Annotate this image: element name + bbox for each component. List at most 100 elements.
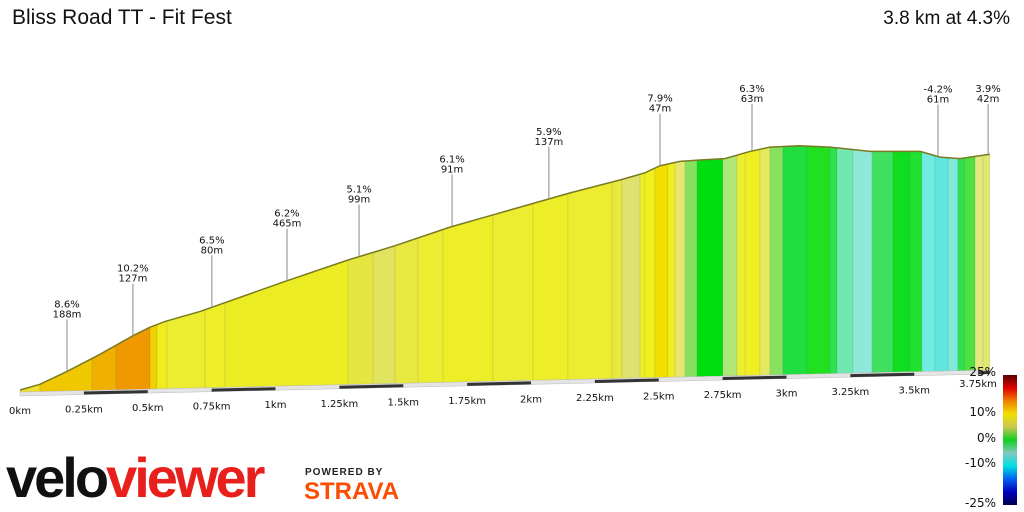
gradient-segment — [957, 157, 966, 372]
distance-scale-bar — [850, 372, 915, 378]
gradient-segment — [674, 160, 686, 378]
distance-scale-bar — [339, 384, 404, 389]
annotation-gradient: 3.9% — [975, 84, 1000, 95]
gradient-segment — [684, 159, 698, 378]
annotation-gradient: 6.2% — [274, 209, 299, 220]
gradient-segment — [921, 151, 936, 372]
annotation-gradient: 10.2% — [117, 264, 149, 275]
gradient-segment — [156, 320, 168, 390]
gradient-segment — [836, 147, 854, 374]
annotation-length: 137m — [534, 137, 563, 148]
gradient-segment — [736, 152, 746, 377]
gradient-segment — [567, 181, 613, 380]
x-tick-label: 1km — [265, 400, 287, 411]
gradient-segment — [532, 193, 569, 381]
veloviewer-logo: veloviewer — [6, 446, 265, 509]
gradient-segment — [347, 251, 374, 385]
gradient-segment — [744, 148, 761, 376]
gradient-segment — [166, 309, 206, 389]
annotation-gradient: 6.5% — [199, 235, 224, 246]
x-tick-label: 3.75km — [959, 379, 997, 390]
x-tick-label: 1.5km — [388, 397, 419, 408]
annotation-length: 99m — [348, 195, 370, 206]
gradient-segment — [372, 245, 396, 385]
gradient-segment — [974, 154, 984, 371]
profile-outline — [19, 144, 990, 391]
gradient-segment — [39, 357, 93, 392]
gradient-segment — [442, 214, 494, 383]
gradient-segment — [115, 326, 151, 391]
gradient-segment — [224, 259, 349, 388]
climb-summary: 3.8 km at 4.3% — [883, 8, 1010, 29]
gradient-segment — [759, 146, 771, 376]
gradient-segment — [829, 146, 838, 374]
legend-label: 25% — [969, 365, 996, 379]
annotation-gradient: 8.6% — [54, 299, 79, 310]
legend-label: 10% — [969, 405, 996, 419]
distance-scale-bar — [83, 390, 148, 395]
gradient-segment — [492, 203, 534, 382]
x-tick-label: 2.75km — [704, 390, 742, 401]
x-tick-label: 0.25km — [65, 405, 103, 416]
annotation-length: 91m — [441, 165, 463, 176]
gradient-segment — [149, 324, 158, 390]
legend-label: -10% — [965, 456, 996, 470]
annotation-length: 465m — [273, 219, 302, 230]
annotation-length: 61m — [927, 95, 949, 106]
gradient-segment — [852, 149, 873, 374]
gradient-segment — [782, 145, 808, 375]
gradient-segment — [417, 229, 444, 384]
x-tick-label: 0km — [9, 406, 31, 417]
x-tick-label: 2km — [520, 394, 542, 405]
gradient-segment — [667, 162, 676, 378]
gradient-segment — [947, 157, 959, 372]
gradient-legend-bar — [1003, 375, 1017, 505]
gradient-segment — [871, 151, 894, 373]
annotation-gradient: 5.9% — [536, 127, 561, 138]
annotation-gradient: 7.9% — [647, 94, 672, 105]
gradient-segment — [621, 173, 641, 379]
gradient-segment — [769, 146, 784, 376]
x-tick-label: 0.75km — [193, 402, 231, 413]
x-tick-label: 0.5km — [132, 403, 163, 414]
page-title: Bliss Road TT - Fit Fest — [12, 6, 232, 29]
annotation-length: 47m — [649, 104, 671, 115]
gradient-segment — [722, 154, 738, 377]
x-tick-label: 2.25km — [576, 393, 614, 404]
distance-scale-bar — [978, 370, 990, 375]
annotation-length: 188m — [53, 309, 82, 320]
gradient-segment — [909, 151, 923, 373]
annotation-length: 63m — [741, 94, 763, 105]
annotation-gradient: 6.3% — [739, 84, 764, 95]
gradient-segment — [696, 158, 724, 377]
gradient-segment — [934, 155, 949, 372]
powered-by-label: POWERED BY — [305, 467, 384, 478]
distance-scale-bar — [594, 378, 659, 383]
gradient-segment — [394, 237, 419, 384]
gradient-segment — [982, 153, 991, 371]
gradient-segment — [644, 167, 656, 379]
gradient-segment — [964, 156, 976, 371]
x-tick-label: 3.5km — [899, 386, 930, 397]
annotation-gradient: 5.1% — [346, 185, 371, 196]
x-tick-label: 2.5km — [643, 392, 674, 403]
annotation-length: 80m — [201, 245, 223, 256]
gradient-segment — [654, 163, 669, 378]
annotation-length: 127m — [119, 274, 148, 285]
strava-logo: STRAVA — [304, 478, 400, 505]
annotation-gradient: 6.1% — [439, 155, 464, 166]
annotation-length: 42m — [977, 94, 999, 105]
gradient-segment — [611, 179, 623, 379]
distance-scale-bar — [722, 375, 787, 381]
gradient-segment — [892, 151, 911, 373]
distance-scale-bar — [211, 387, 276, 392]
gradient-segment — [639, 172, 646, 379]
distance-scale-bar — [467, 381, 531, 386]
x-tick-label: 1.25km — [320, 399, 358, 410]
legend-label: 0% — [977, 431, 996, 445]
x-tick-label: 1.75km — [448, 396, 486, 407]
x-tick-label: 3km — [776, 389, 798, 400]
gradient-segment — [204, 302, 226, 389]
annotation-gradient: -4.2% — [924, 85, 953, 96]
